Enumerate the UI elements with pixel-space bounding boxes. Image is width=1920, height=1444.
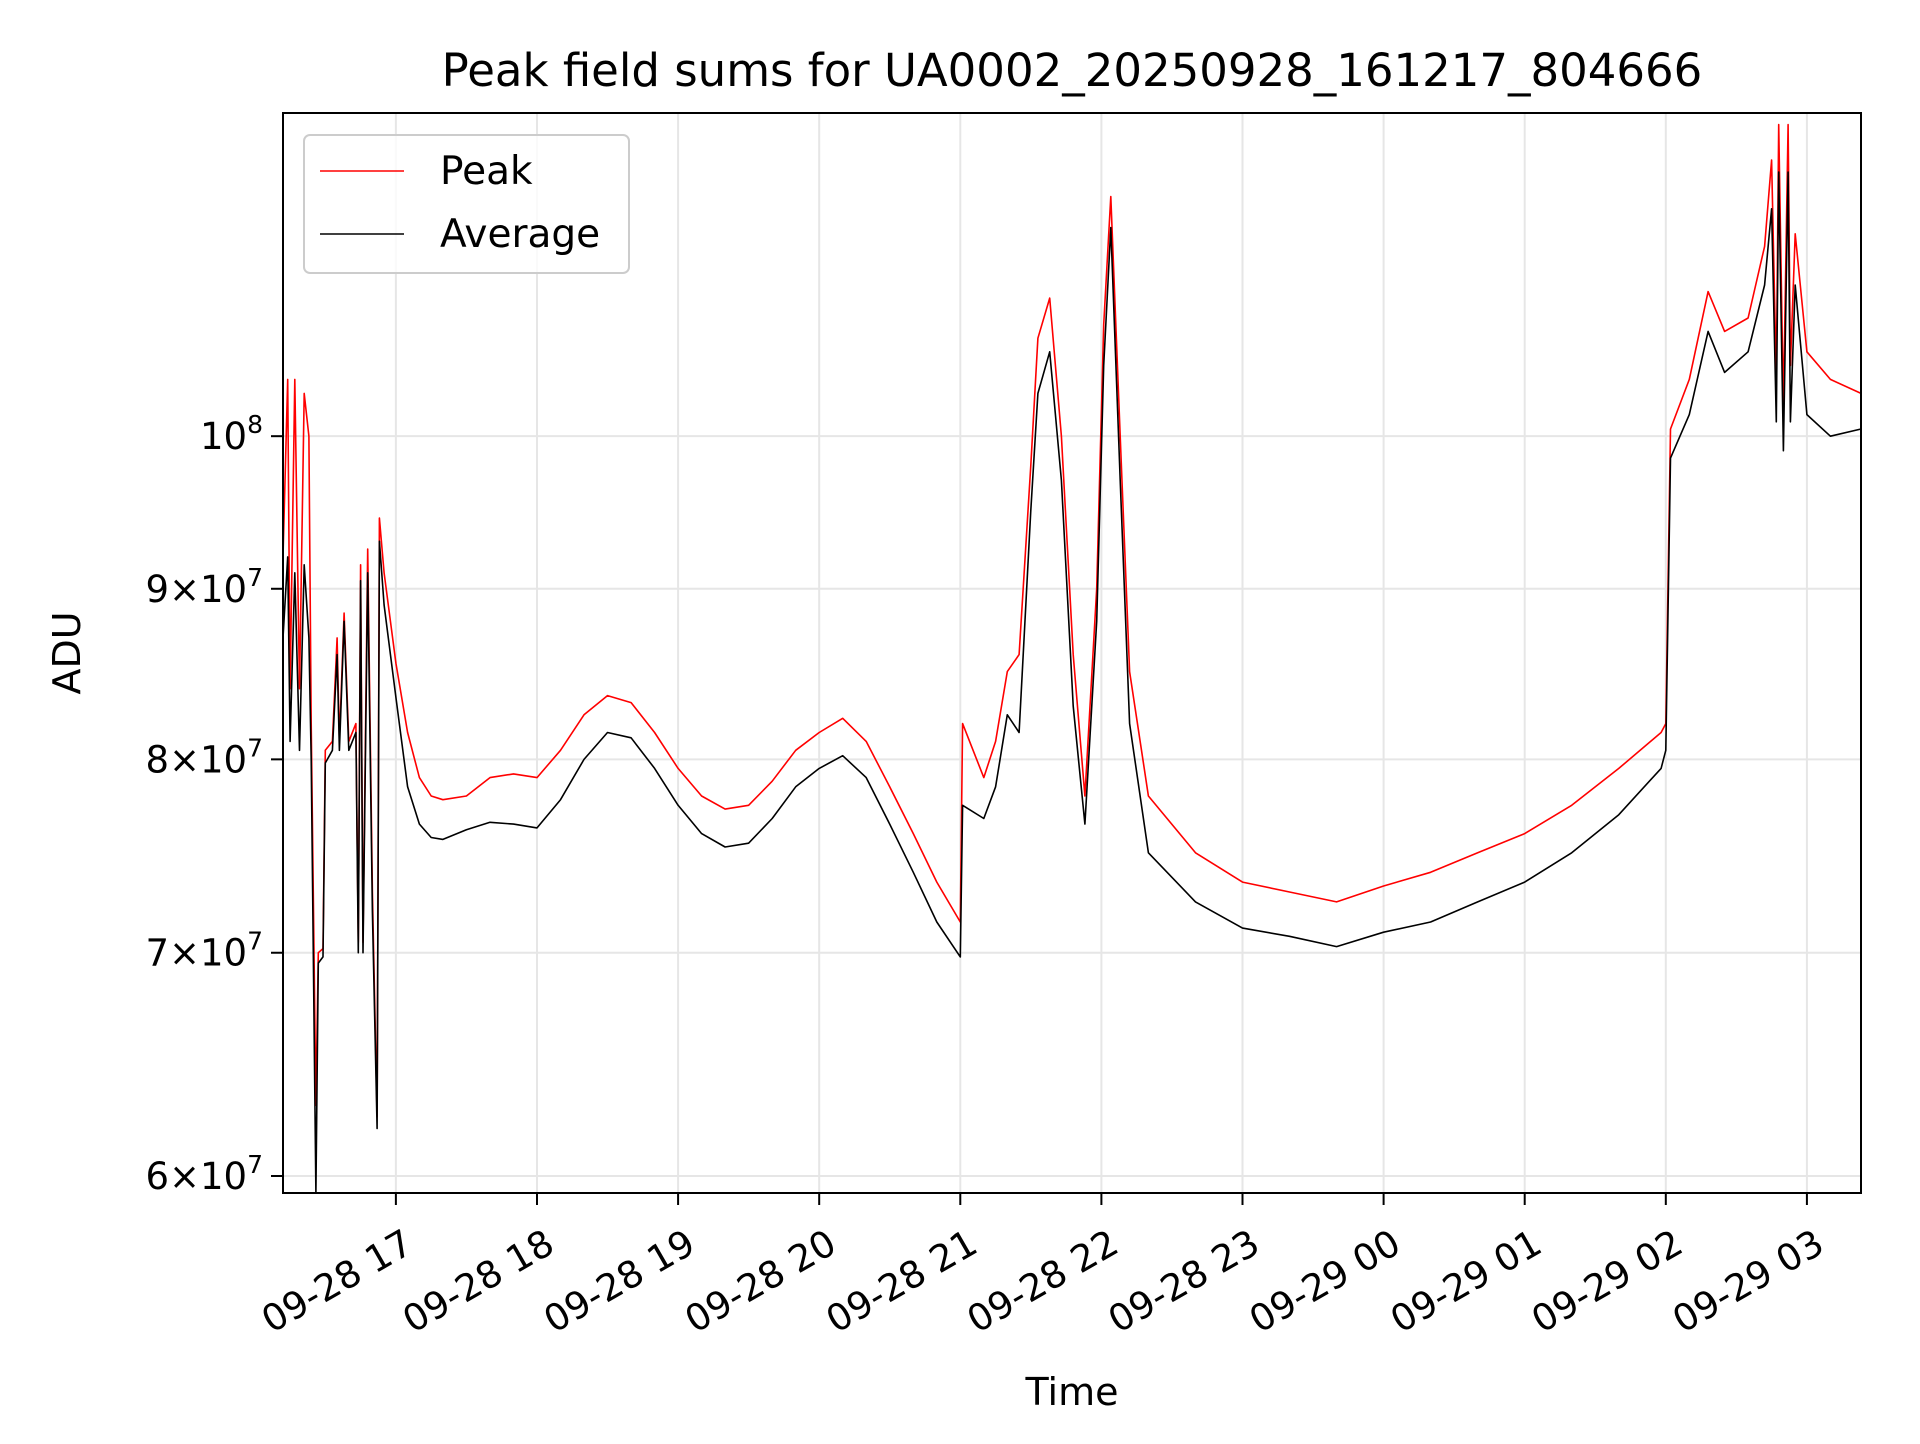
series-line-average (282, 171, 1862, 1194)
plot-frame (282, 112, 1862, 1194)
y-tick-label: 108 (200, 410, 263, 458)
legend-label-peak: Peak (440, 149, 533, 194)
legend: Peak Average (303, 134, 630, 274)
legend-box (303, 134, 630, 274)
legend-label-average: Average (440, 212, 600, 257)
y-tick-label: 7×107 (145, 927, 263, 975)
y-tick-label: 9×107 (145, 563, 263, 611)
grid (283, 113, 1861, 1193)
x-axis-label: Time (1025, 1370, 1119, 1414)
series-line-peak (282, 123, 1862, 1118)
y-tick-label: 8×107 (145, 733, 263, 781)
chart-title: Peak field sums for UA0002_20250928_1612… (442, 44, 1703, 97)
y-axis-label: ADU (45, 611, 89, 694)
y-axis-ticks: 6×107 7×107 8×107 9×107 108 (145, 410, 283, 1198)
y-tick-label: 6×107 (145, 1150, 263, 1198)
series-layer (282, 123, 1862, 1194)
